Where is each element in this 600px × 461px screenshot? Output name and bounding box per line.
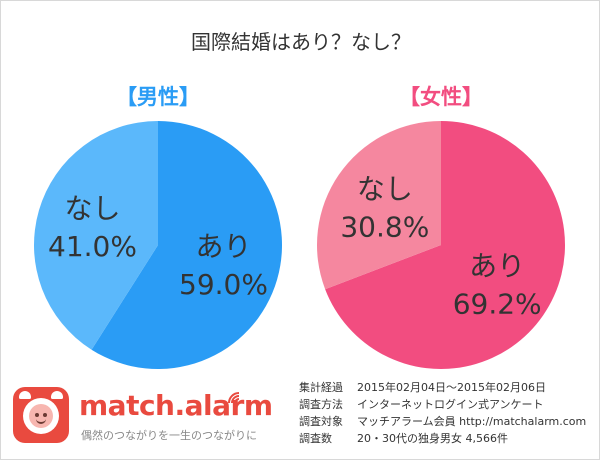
pie-chart-male: あり 59.0% なし 41.0% <box>34 121 283 369</box>
pie-label-male-1: なし <box>65 192 121 225</box>
bell-right <box>51 391 63 399</box>
footer: match.alarm 偶然のつながりを一生のつながりに 集計経過 2015年02… <box>1 369 600 461</box>
survey-value: 20・30代の独身男女 4,566件 <box>357 432 508 445</box>
survey-info: 集計経過 2015年02月04日〜2015年02月06日 調査方法 インターネットロ… <box>299 379 586 447</box>
female-heading: 【女性】 <box>399 85 483 109</box>
survey-row: 調査対象 マッチアラーム会員 http://matchalarm.com <box>299 413 586 430</box>
clock-smile <box>36 417 46 424</box>
chart-area: 国際結婚はあり？なし？ 【男性】 【女性】 あり 59.0% なし 41.0% あり 6… <box>34 30 565 369</box>
brand-tagline: 偶然のつながりを一生のつながりに <box>81 429 257 442</box>
brand-name: match <box>79 389 175 422</box>
pie-slice-female-0 <box>325 121 565 369</box>
pie-label-female-0: あり <box>469 250 525 283</box>
survey-row: 調査数 20・30代の独身男女 4,566件 <box>299 430 586 447</box>
pie-slice-male-1 <box>34 121 158 350</box>
survey-value: マッチアラーム会員 http://matchalarm.com <box>357 415 587 428</box>
male-heading: 【男性】 <box>116 85 200 109</box>
signal-icon <box>228 392 240 404</box>
clock-eye-right <box>43 413 47 417</box>
pie-chart-female: あり 69.2% なし 30.8% <box>317 121 565 369</box>
survey-key: 集計経過 <box>299 381 343 394</box>
clock-body <box>23 398 59 434</box>
clock-eye-left <box>35 413 39 417</box>
pie-value-female-0: 69.2% <box>453 288 542 321</box>
alarm-clock-icon <box>13 387 69 443</box>
brand-logo: match.alarm <box>79 389 273 422</box>
brand-name-suffix: alarm <box>184 389 273 422</box>
pie-slice-male-0 <box>91 121 283 369</box>
pie-label-female-1: なし <box>357 172 413 205</box>
survey-row: 集計経過 2015年02月04日〜2015年02月06日 <box>299 379 586 396</box>
pie-value-male-0: 59.0% <box>179 268 268 301</box>
pie-value-male-1: 41.0% <box>48 230 137 263</box>
clock-face <box>29 404 53 428</box>
bell-left <box>19 391 31 399</box>
survey-value: 2015年02月04日〜2015年02月06日 <box>357 381 546 394</box>
survey-key: 調査数 <box>299 432 332 445</box>
chart-title: 国際結婚はあり？なし？ <box>191 30 411 54</box>
pie-slice-female-1 <box>317 121 441 290</box>
survey-key: 調査対象 <box>299 415 343 428</box>
brand-dot: . <box>174 389 186 422</box>
pie-value-female-1: 30.8% <box>340 210 429 243</box>
survey-value: インターネットログイン式アンケート <box>357 398 544 411</box>
survey-key: 調査方法 <box>299 398 343 411</box>
survey-row: 調査方法 インターネットログイン式アンケート <box>299 396 586 413</box>
pie-label-male-0: あり <box>195 230 251 263</box>
